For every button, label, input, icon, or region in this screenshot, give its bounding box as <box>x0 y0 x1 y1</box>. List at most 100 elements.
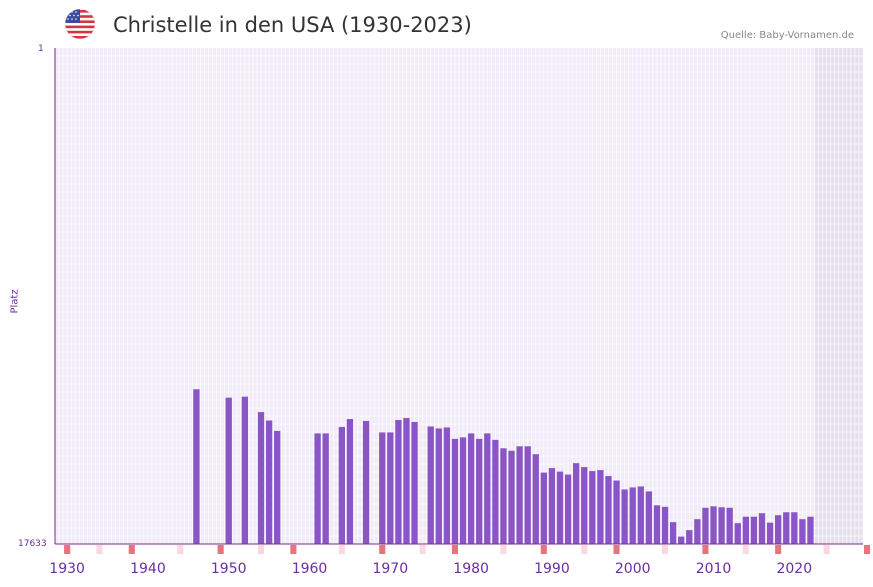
bar-1994 <box>581 467 588 544</box>
bar-2001 <box>637 486 644 544</box>
bar-1971 <box>395 420 402 544</box>
bar-1955 <box>265 420 273 544</box>
bar-1982 <box>484 433 491 544</box>
bar-2017 <box>766 522 774 544</box>
chart-title: Christelle in den USA (1930-2023) <box>113 13 472 37</box>
x-tick-label-1970: 1970 <box>372 561 408 577</box>
year-marker-light-1944 <box>177 545 184 554</box>
year-marker-1998 <box>613 545 620 554</box>
year-marker-1930 <box>64 545 71 554</box>
bar-2020 <box>791 512 798 544</box>
bar-2003 <box>653 505 661 544</box>
bar-2006 <box>678 536 685 544</box>
bar-2014 <box>742 516 749 544</box>
bar-1976 <box>435 428 442 544</box>
bar-1946 <box>193 389 200 544</box>
bar-2009 <box>702 507 709 544</box>
year-marker-1969 <box>379 545 386 554</box>
year-marker-light-1974 <box>419 545 426 554</box>
y-bottom-label: 17633 <box>18 539 47 549</box>
bar-1998 <box>613 480 620 544</box>
bar-2018 <box>775 515 782 544</box>
bar-1970 <box>387 432 394 544</box>
year-marker-2018 <box>775 545 782 554</box>
bar-2015 <box>750 516 758 544</box>
bar-1993 <box>573 463 580 544</box>
bar-1986 <box>516 446 523 544</box>
year-marker-light-1964 <box>338 545 345 554</box>
year-marker-1938 <box>128 545 135 554</box>
year-marker-light-1994 <box>581 545 588 554</box>
bar-1969 <box>379 432 386 544</box>
bar-1989 <box>540 472 547 544</box>
bar-1978 <box>451 438 459 544</box>
bar-1975 <box>427 426 434 544</box>
year-marker-1958 <box>290 545 297 554</box>
year-marker-light-1984 <box>500 545 507 554</box>
bar-1991 <box>556 471 564 544</box>
bar-2013 <box>734 523 741 544</box>
bar-1956 <box>274 430 281 544</box>
bar-2007 <box>686 530 693 544</box>
bar-2021 <box>799 519 806 544</box>
year-marker-1978 <box>451 545 458 554</box>
x-tick-label-2010: 2010 <box>696 561 732 577</box>
year-marker-light-2004 <box>662 545 669 554</box>
bar-1987 <box>524 446 531 544</box>
bar-1952 <box>241 396 249 544</box>
x-tick-label-1940: 1940 <box>130 561 166 577</box>
year-marker-2009 <box>702 545 709 554</box>
year-marker-light-2014 <box>742 545 749 554</box>
year-marker-1949 <box>217 545 224 554</box>
bar-1967 <box>362 420 370 544</box>
bar-2011 <box>718 507 725 544</box>
bar-2000 <box>629 487 636 544</box>
bar-1984 <box>500 448 507 544</box>
bar-1965 <box>346 419 354 544</box>
bar-1985 <box>508 450 515 544</box>
year-marker-light-2024 <box>823 545 830 554</box>
x-tick-label-1960: 1960 <box>292 561 328 577</box>
bar-1964 <box>338 426 345 544</box>
bar-1999 <box>621 489 628 544</box>
bar-1997 <box>605 476 612 544</box>
us-flag-icon <box>64 8 96 40</box>
bar-1973 <box>411 421 418 544</box>
year-marker-1989 <box>540 545 547 554</box>
bar-1983 <box>492 439 499 544</box>
bar-1950 <box>225 397 232 544</box>
bar-2022 <box>807 516 814 544</box>
source-credit: Quelle: Baby-Vornamen.de <box>720 30 854 41</box>
year-marker-light-1934 <box>96 545 103 554</box>
year-marker-light-1954 <box>258 545 265 554</box>
x-tick-label-1930: 1930 <box>49 561 85 577</box>
x-tick-label-1950: 1950 <box>211 561 247 577</box>
bar-1961 <box>314 433 321 544</box>
bar-2016 <box>758 513 766 544</box>
bar-1962 <box>322 433 329 544</box>
bar-2012 <box>726 507 733 544</box>
bar-1995 <box>589 471 596 544</box>
bar-1981 <box>476 438 483 544</box>
x-tick-label-1990: 1990 <box>534 561 570 577</box>
x-tick-label-1980: 1980 <box>453 561 489 577</box>
x-tick-label-2000: 2000 <box>615 561 651 577</box>
bar-1972 <box>403 418 410 544</box>
bar-1979 <box>459 437 467 544</box>
year-marker-2029 <box>864 545 871 554</box>
bar-1990 <box>548 468 556 544</box>
y-top-label: 1 <box>38 44 44 54</box>
bar-1992 <box>564 474 572 544</box>
bar-1980 <box>467 433 475 544</box>
bar-1988 <box>532 454 539 544</box>
bar-2004 <box>661 506 669 544</box>
x-tick-label-2020: 2020 <box>776 561 812 577</box>
bar-2010 <box>710 506 717 544</box>
bar-2008 <box>694 519 701 544</box>
bar-1996 <box>597 470 604 544</box>
bar-1977 <box>443 427 451 544</box>
bar-2005 <box>669 522 677 544</box>
bar-1954 <box>257 412 265 544</box>
bar-2019 <box>783 512 790 544</box>
